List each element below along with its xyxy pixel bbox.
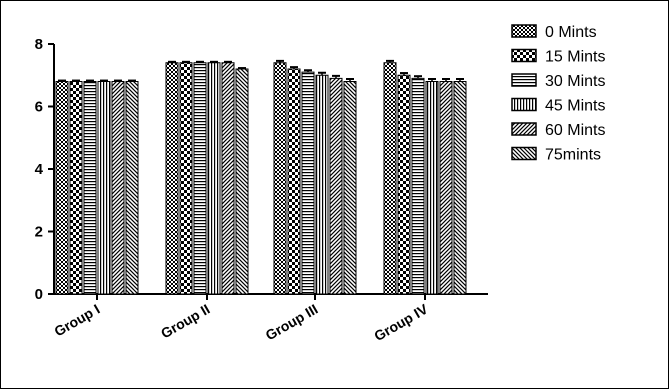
legend-swatch (511, 122, 537, 136)
legend-label: 75mints (545, 147, 601, 164)
legend-swatch (511, 24, 537, 38)
bar-group-iv-0 (383, 62, 397, 295)
bar-group-iii-1 (287, 68, 301, 295)
x-tick-label: Group IV (371, 300, 431, 344)
legend-swatch (511, 146, 537, 161)
y-tick-label: 4 (35, 161, 44, 178)
bar-group-ii-4 (221, 62, 235, 295)
bars (55, 59, 467, 295)
bar-group-iv-5 (453, 81, 467, 295)
y-tick-label: 0 (35, 286, 43, 303)
bar-group-iii-0 (273, 62, 287, 295)
bar-group-iii-2 (301, 71, 315, 295)
legend-swatch (511, 48, 537, 63)
bar-group-iv-1 (397, 74, 411, 295)
bar-group-ii-1 (179, 62, 193, 295)
bar-group-ii-2 (193, 62, 207, 295)
bar-group-i-0 (55, 81, 69, 295)
bar-group-ii-3 (207, 62, 221, 295)
bar-group-iv-3 (425, 81, 439, 295)
legend-label: 0 Mints (545, 24, 597, 41)
x-tick-label: Group III (263, 301, 321, 344)
x-tick-label: Group I (51, 301, 102, 340)
bar-group-i-1 (69, 81, 83, 295)
y-tick-label: 8 (35, 36, 43, 53)
y-tick-label: 2 (35, 224, 43, 241)
legend-label: 60 Mints (545, 122, 605, 139)
bar-group-iii-3 (315, 74, 329, 295)
legend-label: 45 Mints (545, 98, 605, 115)
bar-group-i-4 (111, 81, 125, 295)
x-tick-label: Group II (158, 301, 212, 342)
bar-group-ii-0 (165, 62, 179, 295)
bar-group-i-5 (125, 81, 139, 295)
legend-swatch (511, 73, 537, 87)
bar-group-i-3 (97, 81, 111, 295)
bar-group-iii-4 (329, 77, 343, 295)
legend-label: 30 Mints (545, 73, 605, 90)
bar-group-iv-4 (439, 81, 453, 295)
legend-label: 15 Mints (545, 49, 605, 66)
bar-group-iii-5 (343, 81, 357, 295)
legend-swatch (511, 97, 537, 112)
legend: 0 Mints 15 Mints 30 Mints 45 Mints 60 Mints 7… (511, 24, 605, 164)
bar-group-iv-2 (411, 77, 425, 295)
bar-group-i-2 (83, 81, 97, 295)
bar-group-ii-5 (235, 68, 249, 295)
y-tick-label: 6 (35, 99, 43, 116)
